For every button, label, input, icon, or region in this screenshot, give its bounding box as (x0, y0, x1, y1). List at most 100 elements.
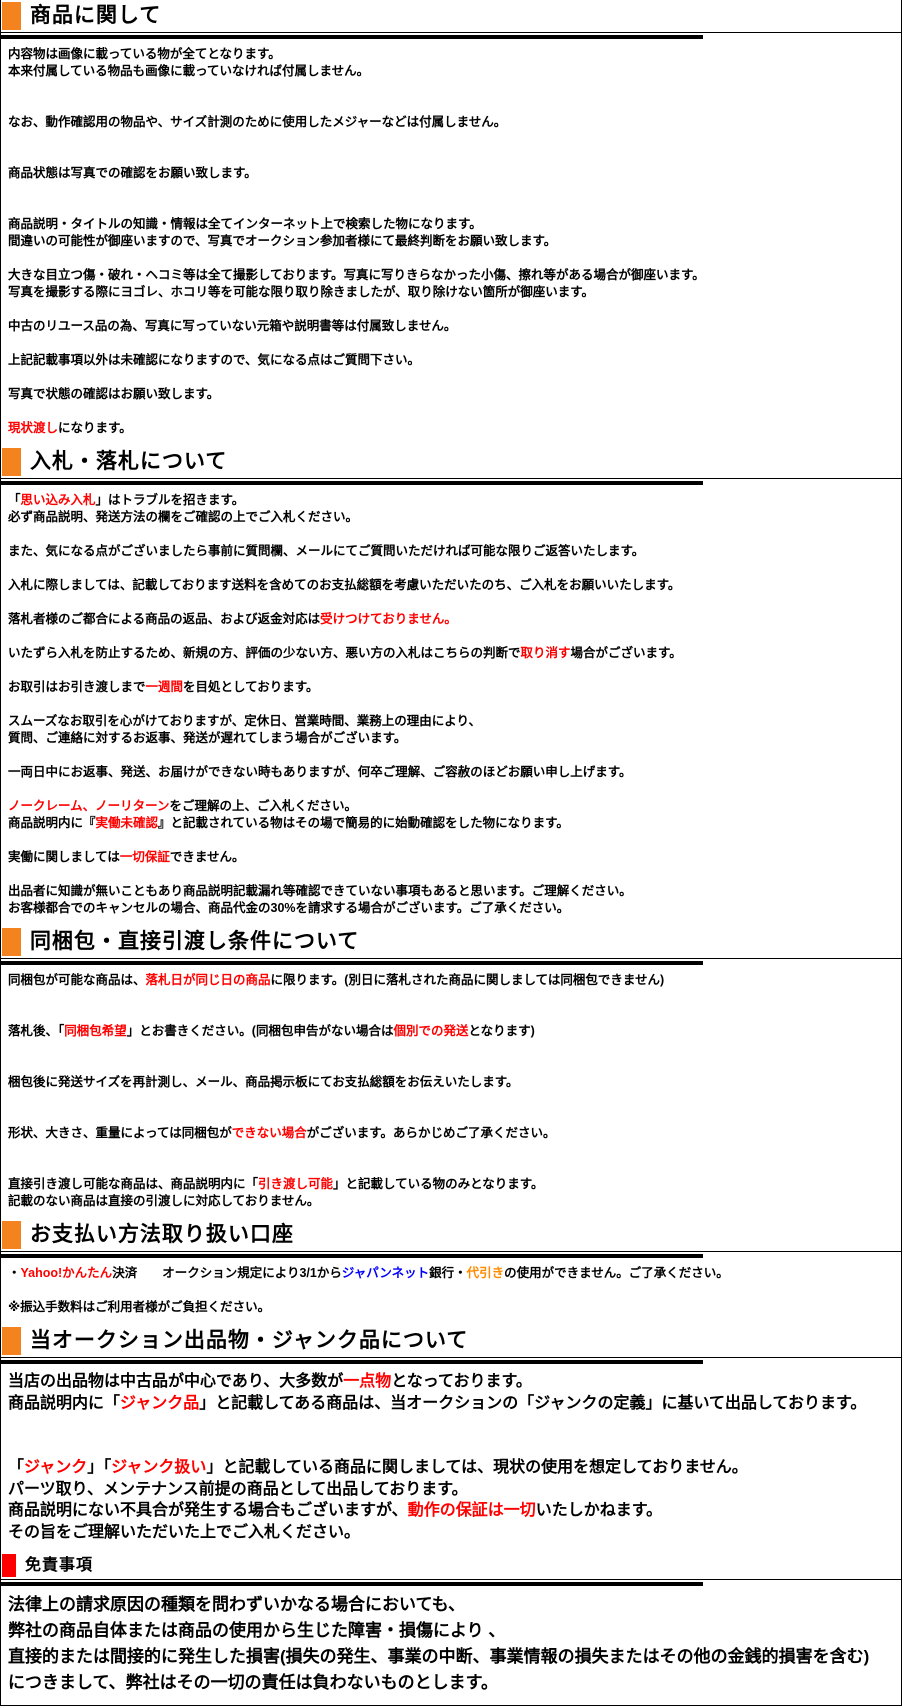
section-body: 同梱包が可能な商品は、落札日が同じ日の商品に限ります。(別日に落札された商品に関… (1, 965, 901, 1219)
blank-line (8, 182, 895, 199)
blank-line (8, 1436, 895, 1458)
text-line: 商品説明にない不具合が発生する場合もございますが、動作の保証は一切いたしかねます… (8, 1500, 895, 1522)
text-line: その旨をご理解いただいた上でご入札ください。 (8, 1522, 895, 1544)
text-line: 現状渡しになります。 (8, 420, 895, 437)
section-junk-items: 当オークション出品物・ジャンク品について当店の出品物は中古品が中心であり、大多数… (1, 1325, 901, 1552)
text-line: お客様都合でのキャンセルの場合、商品代金の30%を請求する場合がございます。ご了… (8, 900, 895, 917)
blank-line (8, 1142, 895, 1159)
text-run: 実働に関しましては (8, 850, 120, 864)
section-body: 法律上の請求原因の種類を問わずいかなる場合においても、 弊社の商品自体または商品の… (1, 1586, 901, 1705)
heading-underline (1, 961, 703, 965)
section-heading-disclaimer: 免責事項 (1, 1552, 901, 1580)
blank-line (8, 832, 895, 849)
text-line: お取引はお引き渡しまで一週間を目処としております。 (8, 679, 895, 696)
blank-line (8, 866, 895, 883)
text-line: いたずら入札を防止するため、新規の方、評価の少ない方、悪い方の入札はこちらの判断… (8, 645, 895, 662)
highlight-text: 一点物 (343, 1373, 392, 1390)
text-run: 」と記載している物のみとなります。 (333, 1177, 544, 1191)
heading-underline (1, 481, 703, 485)
section-about-product: 商品に関して内容物は画像に載っている物が全てとなります。 本来付属している物品も画… (1, 0, 901, 446)
text-run: 商品説明内に『 (8, 816, 96, 830)
text-run: 落札者様のご都合による商品の返品、および返金対応は (8, 612, 321, 626)
blank-line (8, 250, 895, 267)
text-line: 商品説明内に『実働未確認』と記載されている物はその場で簡易的に始動確認をした物に… (8, 815, 895, 832)
highlight-text: 思い込み入札 (20, 493, 96, 507)
text-line: 中古のリユース品の為、写真に写っていない元箱や説明書等は付属致しません。 (8, 318, 895, 335)
text-run: 間違いの可能性が御座いますので、写真でオークション参加者様にて最終判断をお願い致… (8, 234, 557, 248)
text-run: 出品者に知識が無いこともあり商品説明記載漏れ等確認できていない事項もあると思いま… (8, 884, 632, 898)
section-payment: お支払い方法取り扱い口座 ・Yahoo!かんたん決済 オークション規定により3/1… (1, 1219, 901, 1325)
section-bullet-icon (2, 1221, 21, 1249)
text-line: 落札後、「同梱包希望」とお書きください。(同梱包申告がない場合は個別での発送とな… (8, 1023, 895, 1040)
highlight-text: ジャンク (24, 1459, 88, 1476)
blank-line (8, 335, 895, 352)
text-line: 「ジャンク」「ジャンク扱い」と記載している商品に関しましては、現状の使用を想定し… (8, 1457, 895, 1479)
highlight-text: 動作の保証は一切 (407, 1502, 536, 1519)
blank-line (8, 148, 895, 165)
highlight-text: ジャパンネット (341, 1266, 430, 1280)
text-run: 当店の出品物は中古品が中心であり、大多数が (8, 1373, 344, 1390)
text-line: 梱包後に発送サイズを再計測し、メール、商品掲示板にてお支払総額をお伝えいたします… (8, 1074, 895, 1091)
section-disclaimer: 免責事項法律上の請求原因の種類を問わずいかなる場合においても、 弊社の商品自体また… (1, 1552, 901, 1705)
section-heading-junk-items: 当オークション出品物・ジャンク品について (1, 1325, 901, 1358)
blank-line (8, 628, 895, 645)
text-line: 商品説明・タイトルの知識・情報は全てインターネット上で検索した物になります。 (8, 216, 895, 233)
blank-line (8, 1282, 895, 1299)
section-bullet-icon (2, 2, 21, 30)
text-run: 必ず商品説明、発送方法の欄をご確認の上でご入札ください。 (8, 510, 359, 524)
text-run: となっております。 (391, 1373, 532, 1390)
section-title: 商品に関して (30, 4, 162, 27)
section-heading-combined-shipping: 同梱包・直接引渡し条件について (1, 926, 901, 959)
text-run: 」はトラブルを招きます。 (95, 493, 245, 507)
section-heading-about-product: 商品に関して (1, 0, 901, 33)
text-run: ※振込手数料はご利用者様がご負担ください。 (8, 1300, 271, 1314)
heading-underline (1, 1582, 703, 1586)
section-bidding: 入札・落札について「思い込み入札」はトラブルを招きます。 必ず商品説明、発送方法の… (1, 446, 901, 926)
section-body: 内容物は画像に載っている物が全てとなります。 本来付属している物品も画像に載ってい… (1, 39, 901, 446)
text-line: 弊社の商品自体または商品の使用から生じた障害・損傷により 、 (8, 1618, 895, 1644)
text-line: 質問、ご連絡に対するお返事、発送が遅れてしまう場合がございます。 (8, 730, 895, 747)
highlight-text: 取り消す (520, 646, 571, 660)
text-line: 「思い込み入札」はトラブルを招きます。 (8, 492, 895, 509)
text-run: の使用ができません。ご了承ください。 (504, 1266, 729, 1280)
text-run: 』と記載されている物はその場で簡易的に始動確認をした物になります。 (158, 816, 569, 830)
blank-line (8, 80, 895, 97)
text-line: 商品状態は写真での確認をお願い致します。 (8, 165, 895, 182)
highlight-text: 個別での発送 (393, 1024, 469, 1038)
text-run: 同梱包が可能な商品は、 (8, 973, 146, 987)
section-title: 同梱包・直接引渡し条件について (30, 930, 360, 953)
text-run: 質問、ご連絡に対するお返事、発送が遅れてしまう場合がございます。 (8, 731, 407, 745)
heading-underline (1, 1360, 703, 1364)
blank-line (8, 1006, 895, 1023)
section-title: 入札・落札について (30, 450, 228, 473)
blank-line (8, 1091, 895, 1108)
text-run: をご理解の上、ご入札ください。 (169, 799, 358, 813)
blank-line (8, 781, 895, 798)
highlight-text: ノークレーム、ノーリターン (8, 799, 170, 813)
text-line: スムーズなお取引を心がけておりますが、定休日、営業時間、業務上の理由により、 (8, 713, 895, 730)
section-combined-shipping: 同梱包・直接引渡し条件について同梱包が可能な商品は、落札日が同じ日の商品に限りま… (1, 926, 901, 1219)
highlight-text: 一切保証 (119, 850, 170, 864)
section-bullet-icon (2, 928, 21, 956)
highlight-text: 現状渡し (8, 421, 59, 435)
text-line: 記載のない商品は直接の引渡しに対応しておりません。 (8, 1193, 895, 1210)
text-run: 写真で状態の確認はお願い致します。 (8, 387, 220, 401)
text-run: 「 (8, 1459, 25, 1476)
blank-line (8, 301, 895, 318)
text-run: に限ります。(別日に落札された商品に関しましては同梱包できません) (270, 973, 665, 987)
text-run: 商品説明にない不具合が発生する場合もございますが、 (8, 1502, 408, 1519)
text-line: 商品説明内に「ジャンク品」と記載してある商品は、当オークションの「ジャンクの定義… (8, 1393, 895, 1415)
blank-line (8, 989, 895, 1006)
text-line: 写真を撮影する際にヨゴレ、ホコリ等を可能な限り取り除きましたが、取り除けない箇所… (8, 284, 895, 301)
blank-line (8, 1057, 895, 1074)
highlight-text: 受けつけておりません。 (320, 612, 457, 626)
section-body: 当店の出品物は中古品が中心であり、大多数が一点物となっております。商品説明内に「… (1, 1364, 901, 1552)
text-line: につきまして、弊社はその一切の責任は負わないものとします。 (8, 1670, 895, 1696)
text-run: 場合がございます。 (570, 646, 682, 660)
blank-line (8, 662, 895, 679)
text-run: 」「 (87, 1459, 112, 1476)
section-title: 免責事項 (25, 1557, 94, 1574)
text-run: 商品説明内に「 (8, 1394, 121, 1412)
